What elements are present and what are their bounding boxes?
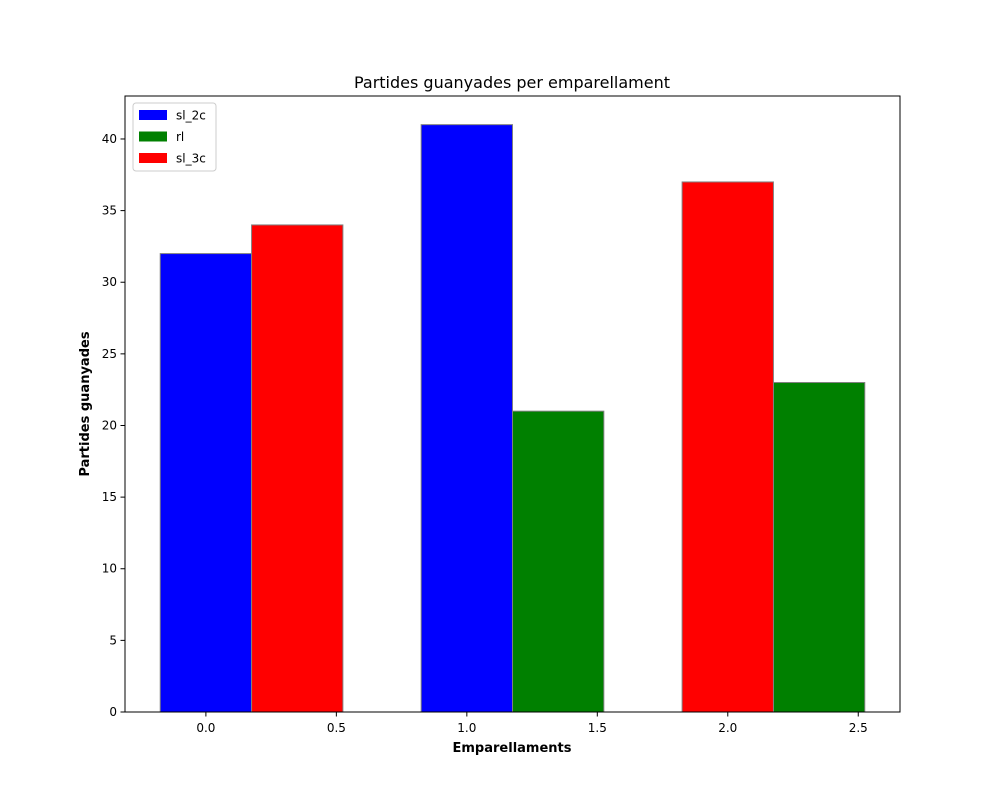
y-tick-label: 40 [102, 132, 117, 146]
legend-swatch-rl [139, 131, 167, 142]
bar-rl-0 [512, 410, 605, 713]
y-tick-label: 15 [102, 490, 117, 504]
y-axis: 0 5 10 15 20 25 30 35 40 [102, 132, 125, 719]
bar-sl_2c-0 [159, 253, 253, 713]
x-tick-label: 2.0 [718, 721, 737, 735]
legend-label-sl_2c: sl_2c [176, 109, 206, 123]
bar-sl_2c-1 [420, 124, 514, 713]
bars-layer [159, 124, 866, 713]
x-tick-label: 0.0 [196, 721, 215, 735]
y-axis-label: Partides guanyades [78, 331, 93, 476]
legend-swatch-sl_2c [139, 110, 167, 120]
y-tick-label: 20 [102, 418, 117, 432]
y-tick-label: 10 [102, 562, 117, 576]
bar-sl_3c-1 [681, 181, 774, 713]
y-tick-label: 25 [102, 347, 117, 361]
x-axis-label: Emparellaments [453, 741, 572, 756]
x-tick-label: 1.0 [457, 721, 476, 735]
y-tick-label: 30 [102, 275, 117, 289]
bar-rl-1 [772, 382, 866, 713]
x-tick-label: 0.5 [327, 721, 346, 735]
y-tick-label: 5 [109, 633, 117, 647]
plot-frame [124, 95, 901, 713]
y-tick-label: 35 [102, 204, 117, 218]
chart-title: Partides guanyades per emparellament [354, 73, 670, 92]
bar-sl_3c-0 [251, 224, 344, 713]
x-tick-label: 2.5 [849, 721, 868, 735]
legend-label-sl_3c: sl_3c [176, 152, 206, 166]
x-tick-label: 1.5 [588, 721, 607, 735]
x-axis: 0.0 0.5 1.0 1.5 2.0 2.5 [196, 712, 868, 735]
legend-label-rl: rl [176, 130, 184, 144]
y-tick-label: 0 [109, 705, 117, 719]
legend-swatch-sl_3c [139, 153, 167, 163]
